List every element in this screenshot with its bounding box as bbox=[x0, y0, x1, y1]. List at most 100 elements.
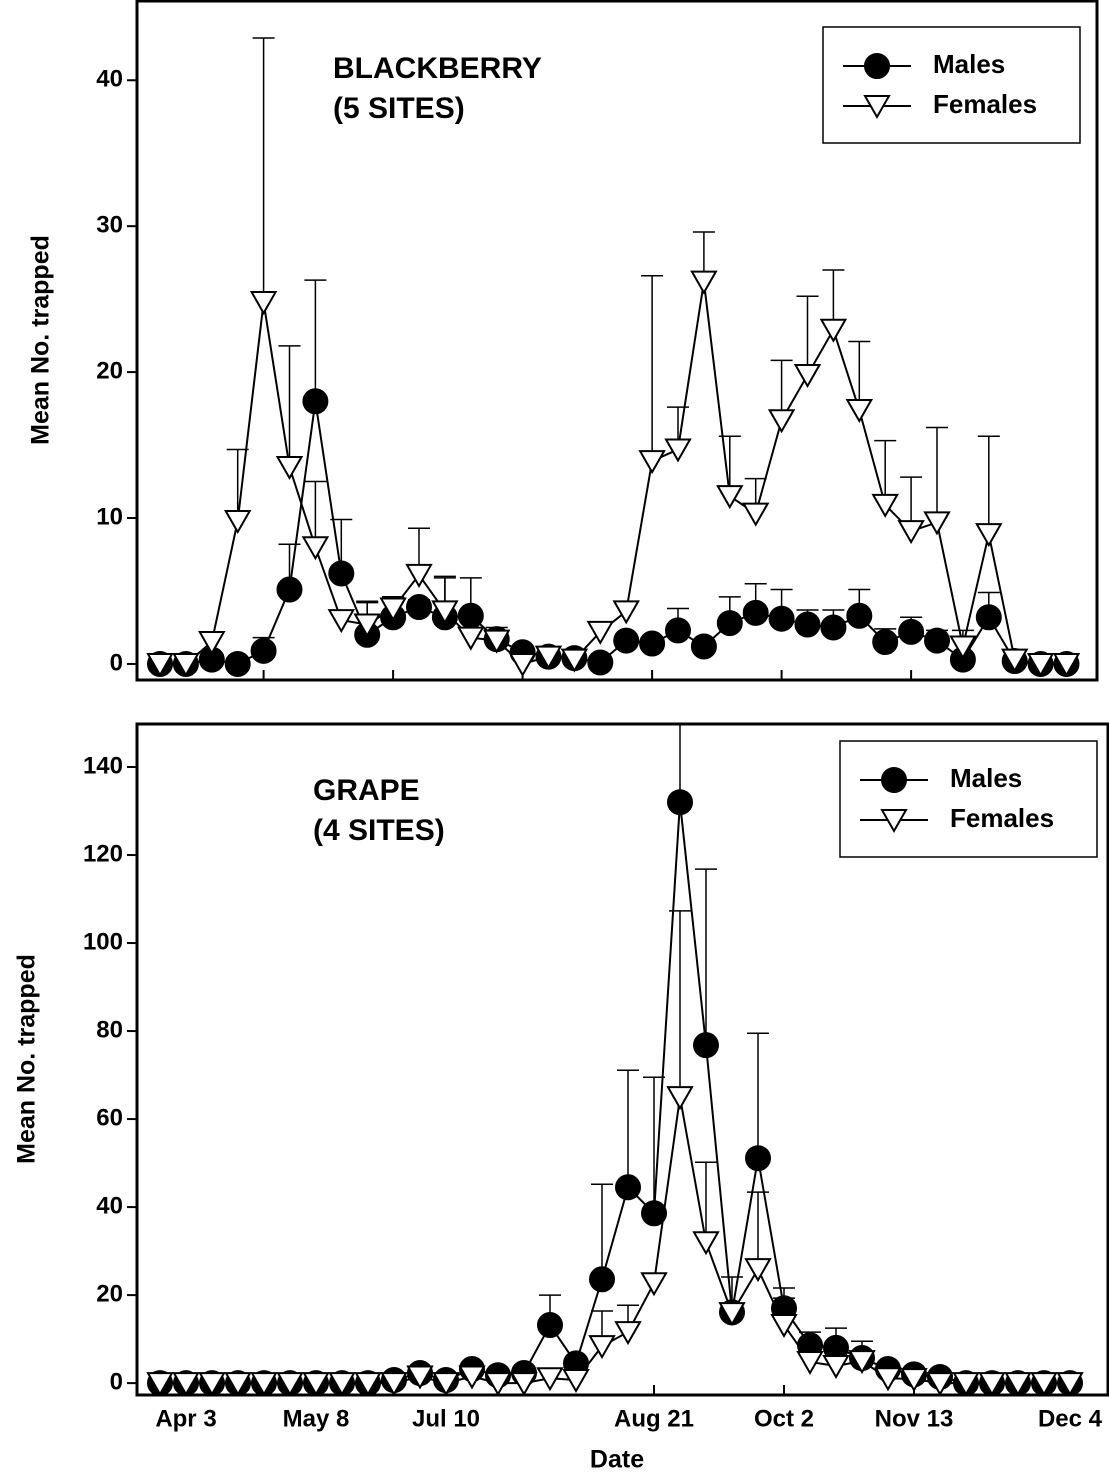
marker bbox=[822, 1354, 850, 1379]
error-bar bbox=[278, 345, 301, 467]
marker bbox=[146, 1372, 174, 1395]
error-bar bbox=[695, 868, 717, 1046]
y-axis-label: Mean No. trapped bbox=[13, 954, 41, 1164]
error-bar bbox=[747, 1032, 769, 1159]
error-bar bbox=[679, 723, 681, 803]
marker bbox=[794, 611, 821, 638]
marker bbox=[328, 1372, 356, 1395]
error-bar bbox=[977, 435, 1000, 535]
marker bbox=[745, 1145, 771, 1172]
plot-frame bbox=[135, 722, 1109, 1397]
error-bar bbox=[226, 448, 249, 521]
marker bbox=[327, 609, 356, 634]
marker bbox=[744, 1258, 772, 1283]
error-bar bbox=[252, 37, 275, 303]
marker bbox=[249, 291, 278, 316]
marker bbox=[770, 1314, 798, 1339]
error-bar bbox=[641, 275, 664, 462]
y-tick-label: 40 bbox=[96, 1192, 123, 1219]
error-bar bbox=[617, 1069, 639, 1188]
error-bar bbox=[796, 295, 819, 376]
marker bbox=[768, 605, 795, 632]
marker bbox=[666, 1086, 694, 1111]
marker bbox=[510, 1372, 538, 1395]
y-tick-label: 30 bbox=[96, 212, 123, 239]
y-tick-label: 20 bbox=[96, 357, 123, 384]
y-tick-label: 140 bbox=[83, 752, 123, 779]
marker bbox=[458, 1365, 486, 1390]
y-tick-label: 0 bbox=[110, 649, 123, 676]
error-bar bbox=[848, 340, 871, 411]
marker bbox=[353, 613, 381, 638]
plot-frame bbox=[135, 0, 1099, 682]
marker bbox=[380, 1372, 408, 1395]
error-bar bbox=[747, 1191, 769, 1270]
marker bbox=[484, 1372, 512, 1395]
x-tick-label: Jul 10 bbox=[412, 1405, 480, 1432]
marker bbox=[302, 1372, 330, 1395]
marker bbox=[614, 1321, 642, 1346]
x-axis-label: Date bbox=[590, 1446, 644, 1474]
marker bbox=[897, 520, 925, 545]
marker bbox=[276, 576, 303, 603]
plot bbox=[146, 37, 1081, 677]
y-tick-label: 80 bbox=[96, 1016, 123, 1043]
legend-label: Females bbox=[950, 803, 1054, 833]
marker bbox=[406, 1365, 434, 1390]
marker bbox=[741, 502, 770, 527]
legend-label: Males bbox=[933, 49, 1005, 79]
marker bbox=[1056, 1372, 1084, 1395]
series-line bbox=[160, 802, 1070, 1385]
marker bbox=[328, 560, 355, 587]
marker bbox=[693, 1032, 719, 1059]
marker bbox=[667, 789, 693, 816]
x-tick-label: Apr 3 bbox=[155, 1405, 216, 1432]
series-line bbox=[160, 281, 1067, 666]
marker bbox=[457, 602, 484, 629]
legend-marker bbox=[864, 53, 890, 79]
x-tick-label: May 8 bbox=[283, 1405, 350, 1432]
error-bar bbox=[926, 426, 948, 523]
marker bbox=[664, 438, 692, 463]
marker bbox=[793, 364, 822, 389]
legend-box bbox=[822, 26, 1081, 144]
error-bar bbox=[304, 279, 327, 402]
y-tick-label: 40 bbox=[96, 66, 123, 93]
marker bbox=[898, 618, 925, 645]
marker bbox=[1026, 652, 1055, 677]
marker bbox=[224, 1372, 252, 1395]
marker bbox=[508, 652, 537, 677]
series-line bbox=[160, 1096, 1070, 1385]
marker bbox=[613, 627, 640, 654]
marker bbox=[716, 485, 744, 510]
error-bar bbox=[591, 1183, 613, 1280]
marker bbox=[975, 604, 1002, 631]
y-tick-label: 0 bbox=[110, 1368, 123, 1395]
marker bbox=[276, 1372, 304, 1395]
marker bbox=[250, 1372, 278, 1395]
panel: 0 10 20 30 40 Mean No. trapped BLACKBERRY (5 SI… bbox=[27, 0, 1099, 682]
marker bbox=[302, 388, 329, 415]
marker bbox=[718, 1302, 746, 1327]
marker bbox=[641, 1200, 667, 1227]
marker bbox=[1000, 648, 1029, 673]
y-tick-label: 60 bbox=[96, 1104, 123, 1131]
annotation: BLACKBERRY bbox=[333, 52, 542, 85]
marker bbox=[872, 629, 899, 656]
marker bbox=[589, 1266, 615, 1293]
marker bbox=[1030, 1372, 1058, 1395]
marker bbox=[432, 1372, 460, 1395]
marker bbox=[638, 450, 666, 475]
x-tick-label: Oct 2 bbox=[754, 1405, 814, 1432]
error-bar bbox=[643, 1076, 665, 1214]
marker bbox=[665, 617, 691, 644]
marker bbox=[301, 536, 330, 561]
marker bbox=[562, 1369, 590, 1394]
marker bbox=[900, 1368, 928, 1393]
marker bbox=[975, 523, 1003, 548]
x-tick-label: Nov 13 bbox=[875, 1405, 954, 1432]
marker bbox=[716, 610, 743, 637]
marker bbox=[820, 614, 847, 641]
